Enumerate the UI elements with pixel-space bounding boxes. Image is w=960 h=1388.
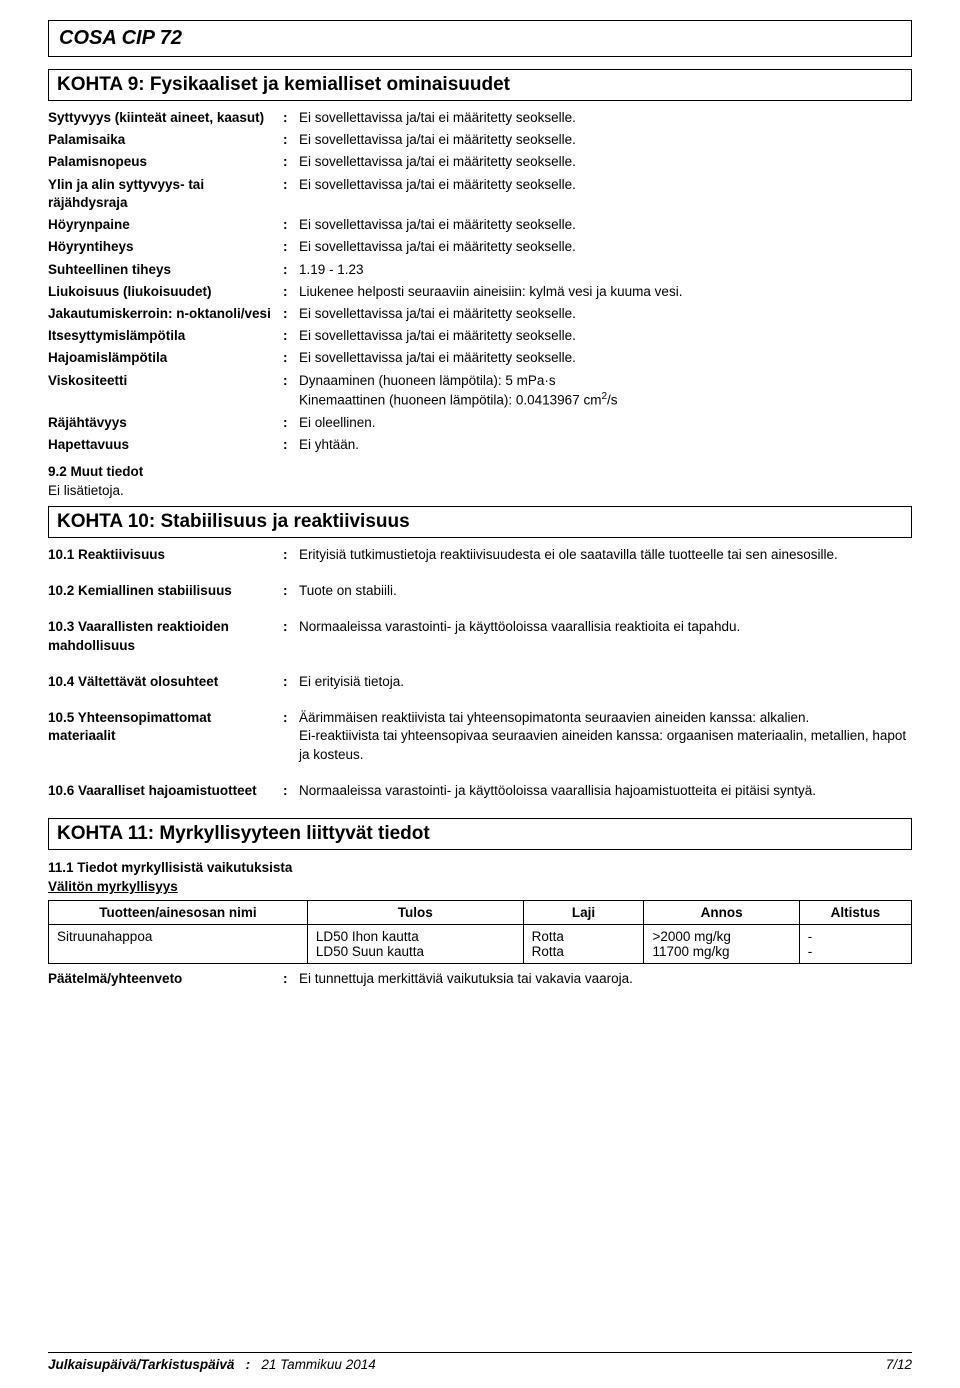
stability-row: 10.5 Yhteensopimattomat materiaalit:Ääri… — [48, 709, 912, 764]
property-label: Palamisaika — [48, 131, 283, 149]
property-row: Höyrynpaine:Ei sovellettavissa ja/tai ei… — [48, 216, 912, 234]
property-row: Hapettavuus:Ei yhtään. — [48, 436, 912, 454]
stability-value: Normaaleissa varastointi- ja käyttöolois… — [295, 618, 912, 636]
property-row: Höyryntiheys:Ei sovellettavissa ja/tai e… — [48, 238, 912, 256]
property-value: Ei sovellettavissa ja/tai ei määritetty … — [295, 176, 912, 194]
property-label: Höyrynpaine — [48, 216, 283, 234]
section11-subheading: 11.1 Tiedot myrkyllisistä vaikutuksista — [48, 860, 912, 875]
footer-date: 21 Tammikuu 2014 — [261, 1357, 375, 1372]
stability-row: 10.4 Vältettävät olosuhteet:Ei erityisiä… — [48, 673, 912, 691]
toxicity-table: Tuotteen/ainesosan nimiTulosLajiAnnosAlt… — [48, 900, 912, 964]
section9-heading: KOHTA 9: Fysikaaliset ja kemialliset omi… — [48, 69, 912, 101]
section9-subtext: Ei lisätietoja. — [48, 483, 912, 498]
dose-cell: >2000 mg/kg11700 mg/kg — [644, 924, 799, 963]
property-label: Palamisnopeus — [48, 153, 283, 171]
conclusion-value: Ei tunnettuja merkittäviä vaikutuksia ta… — [295, 970, 912, 988]
section9-subheading: 9.2 Muut tiedot — [48, 464, 912, 479]
property-value: Dynaaminen (huoneen lämpötila): 5 mPa·sK… — [295, 372, 912, 410]
section11-underline: Välitön myrkyllisyys — [48, 879, 912, 894]
table-header: Tuotteen/ainesosan nimi — [49, 900, 308, 924]
property-row: Suhteellinen tiheys:1.19 - 1.23 — [48, 261, 912, 279]
table-header: Tulos — [307, 900, 523, 924]
property-row: Hajoamislämpötila:Ei sovellettavissa ja/… — [48, 349, 912, 367]
property-value: Ei sovellettavissa ja/tai ei määritetty … — [295, 305, 912, 323]
property-value: Ei sovellettavissa ja/tai ei määritetty … — [295, 131, 912, 149]
property-label: Hapettavuus — [48, 436, 283, 454]
property-value: Ei oleellinen. — [295, 414, 912, 432]
stability-label: 10.6 Vaaralliset hajoamistuotteet — [48, 782, 283, 800]
stability-value: Tuote on stabiili. — [295, 582, 912, 600]
property-value: Ei sovellettavissa ja/tai ei määritetty … — [295, 327, 912, 345]
property-label: Ylin ja alin syttyvyys- tai räjähdysraja — [48, 176, 283, 212]
stability-label: 10.1 Reaktiivisuus — [48, 546, 283, 564]
property-value: Ei sovellettavissa ja/tai ei määritetty … — [295, 216, 912, 234]
exposure-cell: -- — [799, 924, 911, 963]
property-value: Ei sovellettavissa ja/tai ei määritetty … — [295, 109, 912, 127]
stability-value: Äärimmäisen reaktiivista tai yhteensopim… — [295, 709, 912, 764]
property-label: Liukoisuus (liukoisuudet) — [48, 283, 283, 301]
stability-row: 10.3 Vaarallisten reaktioiden mahdollisu… — [48, 618, 912, 654]
table-header: Laji — [523, 900, 644, 924]
conclusion-row: Päätelmä/yhteenveto : Ei tunnettuja merk… — [48, 970, 912, 988]
property-row: Jakautumiskerroin: n-oktanoli/vesi:Ei so… — [48, 305, 912, 323]
property-label: Syttyvyys (kiinteät aineet, kaasut) — [48, 109, 283, 127]
property-value: Liukenee helposti seuraaviin aineisiin: … — [295, 283, 912, 301]
result-cell: LD50 Ihon kauttaLD50 Suun kautta — [307, 924, 523, 963]
stability-value: Normaaleissa varastointi- ja käyttöolois… — [295, 782, 912, 800]
stability-label: 10.2 Kemiallinen stabiilisuus — [48, 582, 283, 600]
property-row: Ylin ja alin syttyvyys- tai räjähdysraja… — [48, 176, 912, 212]
property-value: Ei sovellettavissa ja/tai ei määritetty … — [295, 238, 912, 256]
property-row: Viskositeetti:Dynaaminen (huoneen lämpöt… — [48, 372, 912, 410]
page-footer: Julkaisupäivä/Tarkistuspäivä : 21 Tammik… — [48, 1352, 912, 1372]
stability-value: Ei erityisiä tietoja. — [295, 673, 912, 691]
stability-value: Erityisiä tutkimustietoja reaktiivisuude… — [295, 546, 912, 564]
species-cell: RottaRotta — [523, 924, 644, 963]
footer-left-label: Julkaisupäivä/Tarkistuspäivä — [48, 1357, 234, 1372]
section11-heading: KOHTA 11: Myrkyllisyyteen liittyvät tied… — [48, 818, 912, 850]
property-label: Itsesyttymislämpötila — [48, 327, 283, 345]
conclusion-label: Päätelmä/yhteenveto — [48, 970, 283, 988]
property-value: 1.19 - 1.23 — [295, 261, 912, 279]
stability-row: 10.6 Vaaralliset hajoamistuotteet:Normaa… — [48, 782, 912, 800]
property-label: Höyryntiheys — [48, 238, 283, 256]
property-value: Ei sovellettavissa ja/tai ei määritetty … — [295, 349, 912, 367]
stability-row: 10.2 Kemiallinen stabiilisuus:Tuote on s… — [48, 582, 912, 600]
property-row: Palamisaika:Ei sovellettavissa ja/tai ei… — [48, 131, 912, 149]
section10-body: 10.1 Reaktiivisuus:Erityisiä tutkimustie… — [48, 546, 912, 800]
stability-label: 10.5 Yhteensopimattomat materiaalit — [48, 709, 283, 745]
property-value: Ei sovellettavissa ja/tai ei määritetty … — [295, 153, 912, 171]
property-row: Itsesyttymislämpötila:Ei sovellettavissa… — [48, 327, 912, 345]
property-label: Suhteellinen tiheys — [48, 261, 283, 279]
property-row: Liukoisuus (liukoisuudet):Liukenee helpo… — [48, 283, 912, 301]
footer-page: 7/12 — [886, 1357, 912, 1372]
document-title: COSA CIP 72 — [59, 27, 182, 49]
section9-body: Syttyvyys (kiinteät aineet, kaasut):Ei s… — [48, 109, 912, 498]
document-title-box: COSA CIP 72 — [48, 20, 912, 57]
stability-label: 10.4 Vältettävät olosuhteet — [48, 673, 283, 691]
property-row: Syttyvyys (kiinteät aineet, kaasut):Ei s… — [48, 109, 912, 127]
table-header: Annos — [644, 900, 799, 924]
property-row: Räjähtävyys:Ei oleellinen. — [48, 414, 912, 432]
substance-name-cell: Sitruunahappoa — [49, 924, 308, 963]
property-label: Jakautumiskerroin: n-oktanoli/vesi — [48, 305, 283, 323]
table-header: Altistus — [799, 900, 911, 924]
property-label: Viskositeetti — [48, 372, 283, 390]
property-label: Räjähtävyys — [48, 414, 283, 432]
section10-heading: KOHTA 10: Stabiilisuus ja reaktiivisuus — [48, 506, 912, 538]
stability-row: 10.1 Reaktiivisuus:Erityisiä tutkimustie… — [48, 546, 912, 564]
property-value: Ei yhtään. — [295, 436, 912, 454]
property-label: Hajoamislämpötila — [48, 349, 283, 367]
property-row: Palamisnopeus:Ei sovellettavissa ja/tai … — [48, 153, 912, 171]
stability-label: 10.3 Vaarallisten reaktioiden mahdollisu… — [48, 618, 283, 654]
